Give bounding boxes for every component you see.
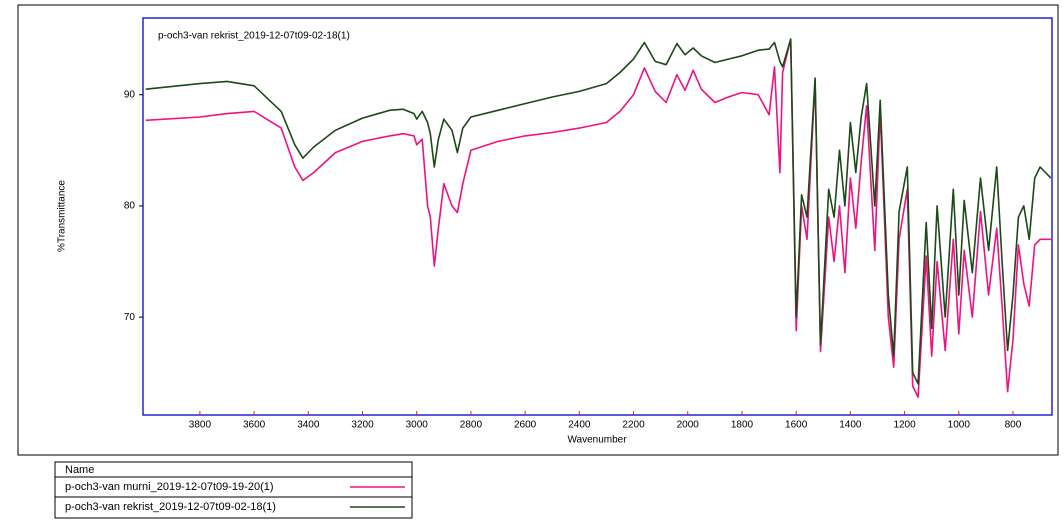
chart-title: p-och3-van rekrist_2019-12-07t09-02-18(1… [158, 31, 350, 42]
x-tick-label: 3600 [243, 420, 266, 431]
y-tick-label: 90 [124, 89, 136, 100]
x-tick-label: 3200 [351, 420, 374, 431]
x-tick-label: 1600 [785, 420, 808, 431]
series-line [145, 38, 1051, 398]
legend-label: p-och3-van rekrist_2019-12-07t09-02-18(1… [65, 501, 276, 513]
x-tick-label: 2200 [622, 420, 645, 431]
outer-frame [17, 4, 1059, 456]
x-tick-label: 2400 [568, 420, 591, 431]
series-line [145, 38, 1052, 385]
x-tick-label: 1800 [731, 420, 754, 431]
x-axis-label: Wavenumber [567, 435, 627, 446]
x-tick-label: 2000 [677, 420, 700, 431]
legend-label: p-och3-van murni_2019-12-07t09-19-20(1) [65, 481, 274, 493]
y-axis-label: %Transmittance [57, 180, 68, 252]
x-tick-label: 2600 [514, 420, 537, 431]
y-tick-label: 70 [124, 312, 136, 323]
x-tick-label: 2800 [460, 420, 483, 431]
x-tick-label: 3800 [189, 420, 212, 431]
legend-box [54, 461, 413, 519]
plot-frame [142, 17, 1053, 416]
x-tick-label: 3000 [406, 420, 429, 431]
x-tick-label: 800 [1005, 420, 1022, 431]
x-tick-label: 1000 [948, 420, 971, 431]
x-tick-label: 1400 [839, 420, 862, 431]
x-tick-label: 1200 [893, 420, 916, 431]
x-tick-label: 3400 [297, 420, 320, 431]
legend-title: Name [65, 464, 94, 476]
y-tick-label: 80 [124, 201, 136, 212]
